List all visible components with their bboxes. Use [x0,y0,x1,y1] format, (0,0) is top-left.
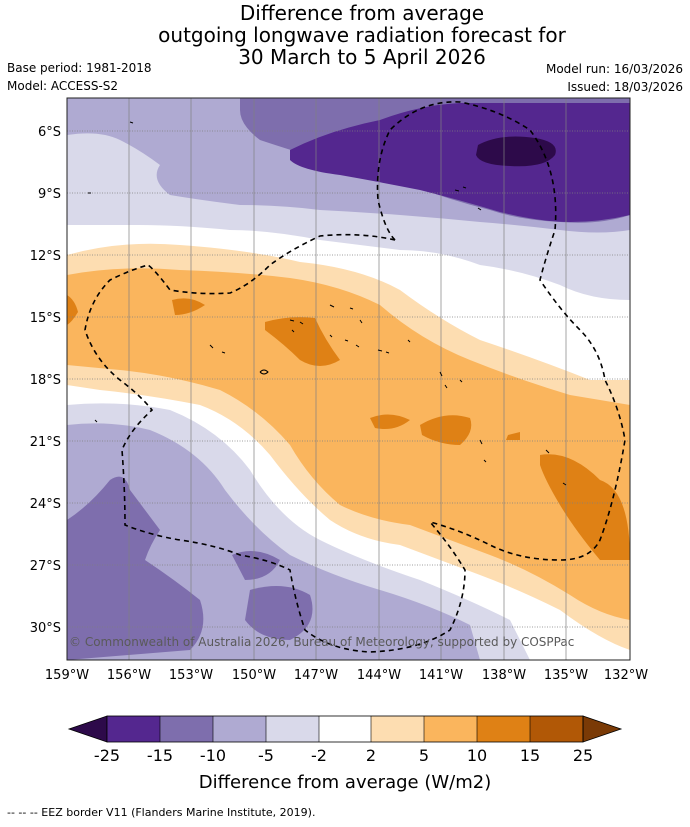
eez-legend-note: -- -- -- EEZ border V11 (Flanders Marine… [7,806,316,819]
lat-label: 9°S [38,187,61,202]
copyright-text: © Commonwealth of Australia 2026, Bureau… [69,635,574,649]
field-dark-orange-3 [67,295,78,325]
longitude-labels: 159°W 156°W 153°W 150°W 147°W 144°W 141°… [45,668,648,683]
colorbar-bin [530,716,583,742]
field-dark-purple-south [67,476,204,660]
colorbar-bin [319,716,371,742]
colorbar-dividers [159,716,531,742]
colorbar-bin [266,716,319,742]
meta-left: Base period: 1981-2018 Model: ACCESS-S2 [7,59,152,95]
colorbar: -25 -15 -10 -5 -2 2 5 10 15 25 Differenc… [67,715,623,793]
lon-label: 132°W [604,668,648,683]
field-dark-purple-south-3 [245,586,313,640]
eez-marquesas [376,101,626,561]
eez-french-polynesia-west [84,233,466,653]
field-deepest-purple-north [290,103,630,222]
map-title: Difference from average outgoing longwav… [0,2,690,68]
colorbar-tick: 10 [467,746,487,765]
islands [88,121,567,486]
model-run: Model run: 16/03/2026 [545,62,683,76]
lon-label: 135°W [544,668,588,683]
graticule [67,98,630,660]
field-dark-orange-5 [420,415,472,445]
lon-label: 150°W [232,668,276,683]
lon-label: 153°W [169,668,213,683]
lon-label: 138°W [482,668,526,683]
lat-label: 27°S [30,559,61,574]
lon-label: 141°W [419,668,463,683]
colorbar-bin [107,716,160,742]
lat-label: 21°S [30,435,61,450]
field-dark-orange-6 [506,432,520,440]
lon-label: 144°W [357,668,401,683]
lon-label: 147°W [294,668,338,683]
colorbar-bin [160,716,213,742]
colorbar-tick: -10 [200,746,226,765]
field-dark-orange-4 [370,414,410,429]
lat-label: 12°S [30,249,61,264]
issued-date: Issued: 18/03/2026 [567,80,683,94]
field-extreme-purple [476,136,556,167]
colorbar-tick: -25 [94,746,120,765]
colorbar-bin [371,716,424,742]
colorbar-tick: 2 [366,746,376,765]
field-mid-orange-band [67,268,630,620]
colorbar-tick: 5 [419,746,429,765]
title-line-3: 30 March to 5 April 2026 [238,45,486,69]
meta-right: Model run: 16/03/2026 Issued: 18/03/2026 [546,60,683,96]
colorbar-tick: -15 [147,746,173,765]
lat-label: 15°S [30,311,61,326]
colorbar-extend-high [582,715,623,743]
latitude-labels: 6°S 9°S 12°S 15°S 18°S 21°S 24°S 27°S 30… [30,125,61,636]
lon-label: 156°W [107,668,151,683]
colorbar-bin [424,716,477,742]
lat-label: 18°S [30,373,61,388]
eez-borders [84,101,626,653]
lat-label: 24°S [30,497,61,512]
anomaly-field [67,98,630,660]
title-line-1: Difference from average [239,1,485,25]
map-frame [66,97,631,661]
colorbar-tick: -2 [311,746,327,765]
colorbar-frame [106,715,584,743]
field-dark-purple-south-2 [232,551,280,580]
title-line-2: outgoing longwave radiation forecast for [158,23,566,47]
colorbar-bin [213,716,266,742]
colorbar-tick: 15 [520,746,540,765]
field-dark-orange-1 [265,317,340,366]
colorbar-label: Difference from average (W/m2) [199,772,491,793]
colorbar-tick: 25 [573,746,593,765]
lon-label: 159°W [45,668,89,683]
lat-label: 30°S [30,621,61,636]
field-dark-orange-7 [540,454,630,560]
lat-label: 6°S [38,125,61,140]
model-name: Model: ACCESS-S2 [7,79,119,93]
base-period: Base period: 1981-2018 [7,61,152,75]
colorbar-ticks: -25 -15 -10 -5 -2 2 5 10 15 25 [94,746,593,765]
field-dark-orange-2 [172,298,205,315]
colorbar-extend-low [67,715,108,743]
colorbar-bin [477,716,530,742]
colorbar-tick: -5 [258,746,274,765]
